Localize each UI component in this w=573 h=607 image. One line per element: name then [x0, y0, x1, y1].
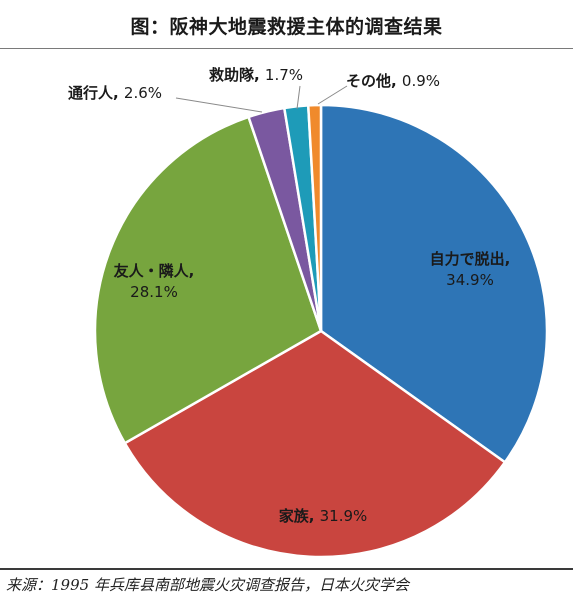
slice-category-label: その他,	[346, 72, 402, 90]
leader-line	[317, 85, 348, 105]
slice-label: 友人・隣人, 28.1%	[114, 262, 195, 301]
slice-value-label: 1.7%	[265, 66, 303, 84]
slice-category-label: 家族,	[279, 507, 320, 525]
slice-value-label: 2.6%	[124, 84, 162, 102]
pie-labels: 自力で脱出, 34.9% 家族, 31.9% 友人・隣人, 28.1% 通行人, 2.6%…	[68, 66, 510, 525]
slice-category-label: 救助隊,	[209, 66, 265, 84]
slice-label: 救助隊, 1.7%	[209, 66, 303, 84]
slice-label: 通行人, 2.6%	[68, 84, 162, 102]
pie-slice	[306, 103, 323, 332]
leader-line	[175, 97, 263, 113]
pie-slice	[93, 115, 323, 445]
leader-line	[296, 85, 301, 110]
slice-category-label: 友人・隣人,	[114, 262, 195, 280]
pie-slice	[319, 103, 549, 465]
slice-label: その他, 0.9%	[346, 72, 440, 90]
pie-leader-lines	[175, 85, 348, 113]
pie-slice	[123, 329, 507, 559]
slice-value-label: 34.9%	[446, 271, 494, 289]
chart-title: 图：阪神大地震救援主体的调查结果	[130, 16, 443, 38]
source-note: 来源：1995 年兵库县南部地震火灾调查报告，日本火灾学会	[6, 576, 409, 594]
title-divider	[0, 48, 573, 49]
slice-category-label: 自力で脱出,	[430, 250, 511, 268]
slice-category-label: 通行人,	[68, 84, 124, 102]
pie-chart: 自力で脱出, 34.9% 家族, 31.9% 友人・隣人, 28.1% 通行人, 2.6%…	[68, 66, 549, 559]
slice-label: 家族, 31.9%	[279, 507, 368, 525]
footer-divider	[0, 568, 573, 570]
pie-slices	[93, 103, 549, 559]
slice-value-label: 28.1%	[130, 283, 178, 301]
slice-value-label: 0.9%	[402, 72, 440, 90]
slice-label: 自力で脱出, 34.9%	[430, 250, 511, 289]
slice-value-label: 31.9%	[320, 507, 368, 525]
